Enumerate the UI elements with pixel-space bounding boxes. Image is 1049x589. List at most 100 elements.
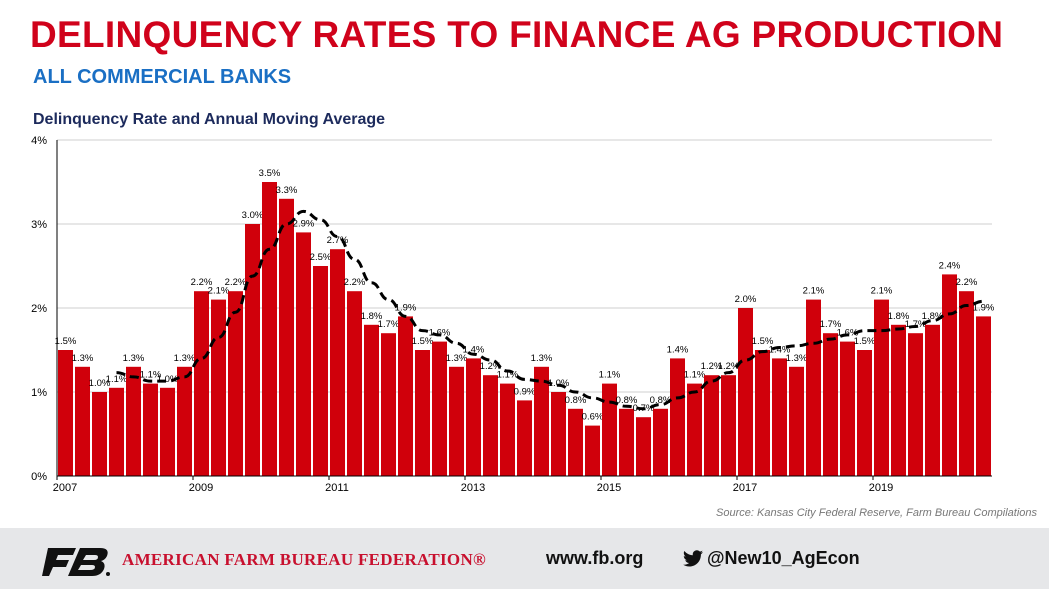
data-label: 1.1% <box>599 370 621 381</box>
x-tick-label: 2019 <box>869 482 893 494</box>
data-label: 1.0% <box>89 378 111 389</box>
data-label: 1.3% <box>123 353 145 364</box>
bar <box>449 366 464 476</box>
twitter-handle[interactable]: @New10_AgEcon <box>683 548 860 569</box>
bar <box>755 350 770 476</box>
twitter-handle-text: @New10_AgEcon <box>707 548 860 568</box>
data-label: 1.1% <box>140 370 162 381</box>
bar <box>279 198 294 477</box>
data-label: 1.5% <box>854 336 876 347</box>
data-label: 1.5% <box>752 336 774 347</box>
data-label: 1.5% <box>55 336 77 347</box>
y-tick-label: 2% <box>31 303 47 315</box>
bar <box>466 358 481 476</box>
bar <box>143 383 158 476</box>
bar <box>619 408 634 476</box>
bar <box>432 341 447 476</box>
bar <box>58 350 73 476</box>
data-label: 1.8% <box>888 311 910 322</box>
data-label: 3.0% <box>242 210 264 221</box>
y-tick-label: 0% <box>31 471 47 483</box>
y-tick-label: 4% <box>31 135 47 147</box>
bar <box>772 358 787 476</box>
data-label: 1.3% <box>72 353 94 364</box>
data-label: 1.9% <box>973 302 995 313</box>
data-label: 1.1% <box>497 370 519 381</box>
bar <box>296 232 311 476</box>
data-label: 2.2% <box>956 277 978 288</box>
data-label: 0.8% <box>616 395 638 406</box>
twitter-bird-icon <box>683 550 703 567</box>
data-label: 2.9% <box>293 218 315 229</box>
bar <box>194 291 209 476</box>
data-label: 1.4% <box>667 344 689 355</box>
data-label: 1.3% <box>174 353 196 364</box>
x-tick-label: 2011 <box>325 482 349 494</box>
bar <box>959 291 974 476</box>
moving-average-line <box>116 209 984 411</box>
data-label: 1.2% <box>701 361 723 372</box>
data-label: 3.3% <box>276 185 298 196</box>
bar <box>551 392 566 476</box>
data-label: 0.8% <box>565 395 587 406</box>
data-label: 2.1% <box>208 286 230 297</box>
bar <box>857 350 872 476</box>
data-label: 1.4% <box>463 344 485 355</box>
bar <box>228 291 243 476</box>
data-label: 1.8% <box>361 311 383 322</box>
page-title: DELINQUENCY RATES TO FINANCE AG PRODUCTI… <box>30 14 1004 55</box>
bar <box>840 341 855 476</box>
farm-bureau-logo <box>42 548 110 576</box>
bar <box>704 375 719 476</box>
data-label: 3.5% <box>259 168 281 179</box>
bar <box>347 291 362 476</box>
page-subtitle: ALL COMMERCIAL BANKS <box>33 66 292 88</box>
bar <box>500 383 515 476</box>
bar <box>976 316 991 476</box>
x-tick-label: 2007 <box>53 482 77 494</box>
bar <box>874 299 889 476</box>
bar <box>534 366 549 476</box>
bar <box>313 266 328 476</box>
bar <box>721 375 736 476</box>
data-label: 2.5% <box>310 252 332 263</box>
website-link[interactable]: www.fb.org <box>546 548 644 568</box>
bar <box>364 324 379 476</box>
bar <box>636 417 651 476</box>
data-label: 1.1% <box>684 370 706 381</box>
data-label: 0.6% <box>582 412 604 423</box>
data-label: 1.6% <box>429 328 451 339</box>
bar <box>92 392 107 476</box>
bar <box>177 366 192 476</box>
data-label: 1.9% <box>395 302 417 313</box>
data-label: 1.2% <box>480 361 502 372</box>
org-name: AMERICAN FARM BUREAU FEDERATION® <box>122 550 487 569</box>
data-label: 1.7% <box>905 319 927 330</box>
bar <box>653 408 668 476</box>
bar <box>585 425 600 476</box>
chart-title: Delinquency Rate and Annual Moving Avera… <box>33 111 386 128</box>
bar <box>925 324 940 476</box>
bar <box>602 383 617 476</box>
bar <box>738 308 753 476</box>
bar <box>908 333 923 476</box>
bar <box>381 333 396 476</box>
bar <box>568 408 583 476</box>
bar <box>262 182 277 476</box>
data-label: 1.2% <box>718 361 740 372</box>
footer: AMERICAN FARM BUREAU FEDERATION® www.fb.… <box>0 528 1049 589</box>
data-label: 1.5% <box>412 336 434 347</box>
data-label: 2.0% <box>735 294 757 305</box>
x-tick-label: 2013 <box>461 482 485 494</box>
data-label: 1.4% <box>769 344 791 355</box>
data-label: 1.3% <box>531 353 553 364</box>
data-label: 1.0% <box>157 374 179 385</box>
bar <box>160 387 175 476</box>
bar <box>942 274 957 476</box>
data-label: 1.6% <box>837 328 859 339</box>
bar <box>483 375 498 476</box>
bar <box>415 350 430 476</box>
bar <box>245 224 260 476</box>
data-label: 1.1% <box>106 374 128 385</box>
bar <box>891 324 906 476</box>
